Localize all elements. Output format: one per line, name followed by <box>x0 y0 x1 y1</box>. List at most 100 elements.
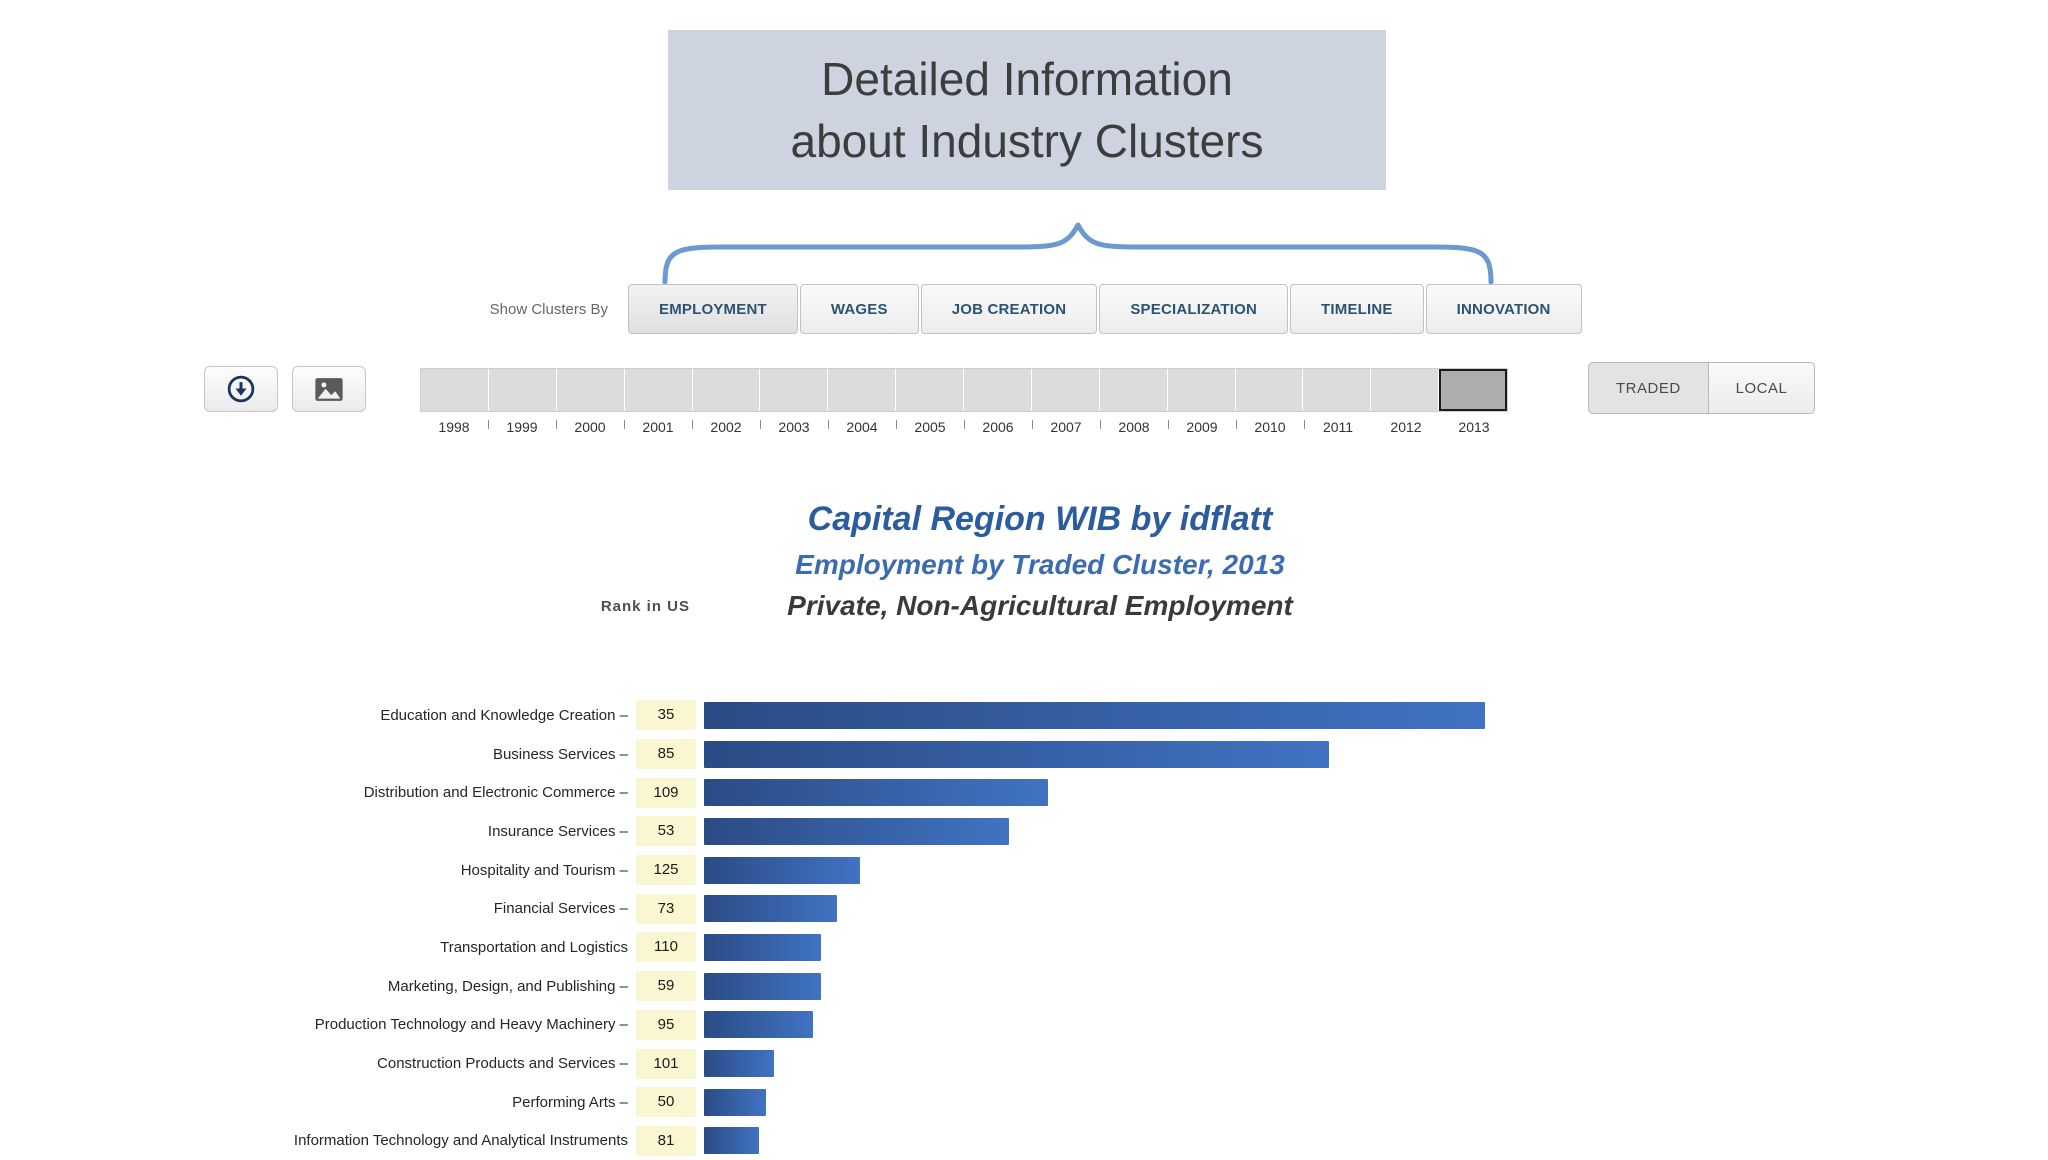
callout-line-2: about Industry Clusters <box>790 115 1264 167</box>
employment-bar[interactable] <box>704 933 821 961</box>
tab-wages[interactable]: WAGES <box>799 284 919 334</box>
local-button[interactable]: LOCAL <box>1707 362 1816 414</box>
cluster-label: Construction Products and Services – <box>377 1055 628 1073</box>
timeline-segment-1998[interactable] <box>421 369 489 411</box>
year-label-2001: 2001 <box>642 419 674 435</box>
chart-row: Financial Services – 73 <box>188 889 2048 928</box>
cluster-label: Insurance Services – <box>487 822 628 840</box>
chart-title-block: Capital Region WIB by idflatt Employment… <box>140 500 1940 622</box>
year-tick <box>555 420 557 429</box>
cluster-label: Transportation and Logistics <box>440 938 628 956</box>
rank-value: 101 <box>636 1048 696 1079</box>
timeline-segment-2013[interactable] <box>1439 369 1507 411</box>
chart-row: Education and Knowledge Creation – 35 <box>188 696 2048 735</box>
tab-bar: EMPLOYMENT WAGES JOB CREATION SPECIALIZATIO… <box>628 284 1584 334</box>
chart-row: Information Technology and Analytical In… <box>188 1122 2048 1160</box>
year-label-1999: 1999 <box>506 419 538 435</box>
rank-value: 50 <box>636 1087 696 1118</box>
download-icon <box>227 375 255 403</box>
timeline-segment-2003[interactable] <box>760 369 829 411</box>
timeline-segment-2005[interactable] <box>896 369 964 411</box>
chart-row: Production Technology and Heavy Machiner… <box>188 1006 2048 1045</box>
rank-value: 81 <box>636 1125 696 1156</box>
timeline-segment-2002[interactable] <box>693 369 761 411</box>
rank-value: 53 <box>636 816 696 847</box>
chart-row: Performing Arts – 50 <box>188 1083 2048 1122</box>
timeline-segment-2011[interactable] <box>1303 369 1372 411</box>
employment-bar[interactable] <box>704 1050 774 1078</box>
employment-bar[interactable] <box>704 1127 759 1155</box>
employment-bar[interactable] <box>704 817 1009 845</box>
cluster-label: Hospitality and Tourism – <box>460 861 628 879</box>
chart-row: Hospitality and Tourism – 125 <box>188 851 2048 890</box>
tab-employment[interactable]: EMPLOYMENT <box>628 284 798 334</box>
timeline-segment-2001[interactable] <box>625 369 693 411</box>
export-image-button[interactable] <box>292 366 366 412</box>
chart-rows: Education and Knowledge Creation – 35 Busi… <box>188 696 2048 1160</box>
callout-line-1: Detailed Information <box>821 53 1233 105</box>
year-label-2000: 2000 <box>574 419 606 435</box>
employment-bar[interactable] <box>704 1011 813 1039</box>
cluster-label: Information Technology and Analytical In… <box>293 1132 628 1150</box>
image-icon <box>315 377 343 401</box>
tab-timeline[interactable]: TIMELINE <box>1290 284 1424 334</box>
rank-value: 73 <box>636 893 696 924</box>
timeline-segment-2009[interactable] <box>1168 369 1236 411</box>
year-tick <box>487 420 489 429</box>
timeline-segment-2000[interactable] <box>557 369 625 411</box>
employment-bar[interactable] <box>704 895 837 923</box>
year-label-2003: 2003 <box>778 419 810 435</box>
timeline-years: 1998 1999 2000 2001 2002 2003 2004 2005 2006 2007… <box>420 417 1508 439</box>
timeline-segment-2004[interactable] <box>828 369 897 411</box>
chart-row: Transportation and Logistics 110 <box>188 928 2048 967</box>
chart-note: Private, Non-Agricultural Employment <box>787 590 1293 621</box>
region-toggle: TRADED LOCAL <box>1588 362 1816 414</box>
year-label-2006: 2006 <box>982 419 1014 435</box>
chart-row: Distribution and Electronic Commerce – 10… <box>188 773 2048 812</box>
rank-in-us-header: Rank in US <box>600 598 690 615</box>
chart-title: Capital Region WIB by idflatt <box>807 500 1273 538</box>
cluster-label: Distribution and Electronic Commerce – <box>363 784 628 802</box>
employment-bar[interactable] <box>704 856 860 884</box>
year-tick <box>827 420 829 429</box>
rank-value: 95 <box>636 1009 696 1040</box>
timeline-segment-2008[interactable] <box>1100 369 1168 411</box>
employment-bar[interactable] <box>704 1088 766 1116</box>
timeline-segment-2006[interactable] <box>964 369 1032 411</box>
year-label-2004: 2004 <box>846 419 878 435</box>
rank-value: 59 <box>636 971 696 1002</box>
traded-button[interactable]: TRADED <box>1588 362 1709 414</box>
year-label-2007: 2007 <box>1050 419 1082 435</box>
timeline-segment-2007[interactable] <box>1032 369 1100 411</box>
year-label-1998: 1998 <box>438 419 470 435</box>
chart-subtitle: Employment by Traded Cluster, 2013 <box>795 549 1285 580</box>
employment-bar[interactable] <box>704 779 1048 807</box>
employment-bar[interactable] <box>704 740 1329 768</box>
download-button[interactable] <box>204 366 278 412</box>
timeline-segment-2010[interactable] <box>1236 369 1304 411</box>
tab-specialization[interactable]: SPECIALIZATION <box>1099 284 1289 334</box>
cluster-label: Marketing, Design, and Publishing – <box>387 977 628 995</box>
employment-bar[interactable] <box>704 972 821 1000</box>
year-label-2010: 2010 <box>1254 419 1286 435</box>
year-tick <box>895 420 897 429</box>
year-tick <box>1167 420 1169 429</box>
year-label-2013: 2013 <box>1458 419 1490 435</box>
chart-row: Marketing, Design, and Publishing – 59 <box>188 967 2048 1006</box>
cluster-label: Financial Services – <box>493 900 628 918</box>
year-label-2009: 2009 <box>1186 419 1218 435</box>
tab-innovation[interactable]: INNOVATION <box>1425 284 1582 334</box>
tab-job-creation[interactable]: JOB CREATION <box>920 284 1098 334</box>
year-tick <box>1099 420 1101 429</box>
timeline-segment-1999[interactable] <box>489 369 557 411</box>
year-tick <box>759 420 761 429</box>
timeline-track <box>420 368 1508 412</box>
timeline-segment-2012[interactable] <box>1371 369 1440 411</box>
year-label-2011: 2011 <box>1322 419 1354 435</box>
year-tick <box>623 420 625 429</box>
year-tick <box>1303 420 1305 429</box>
employment-bar[interactable] <box>704 701 1485 729</box>
year-tick <box>1031 420 1033 429</box>
cluster-label: Production Technology and Heavy Machiner… <box>314 1016 628 1034</box>
callout-annotation: Detailed Information about Industry Clus… <box>668 30 1386 190</box>
